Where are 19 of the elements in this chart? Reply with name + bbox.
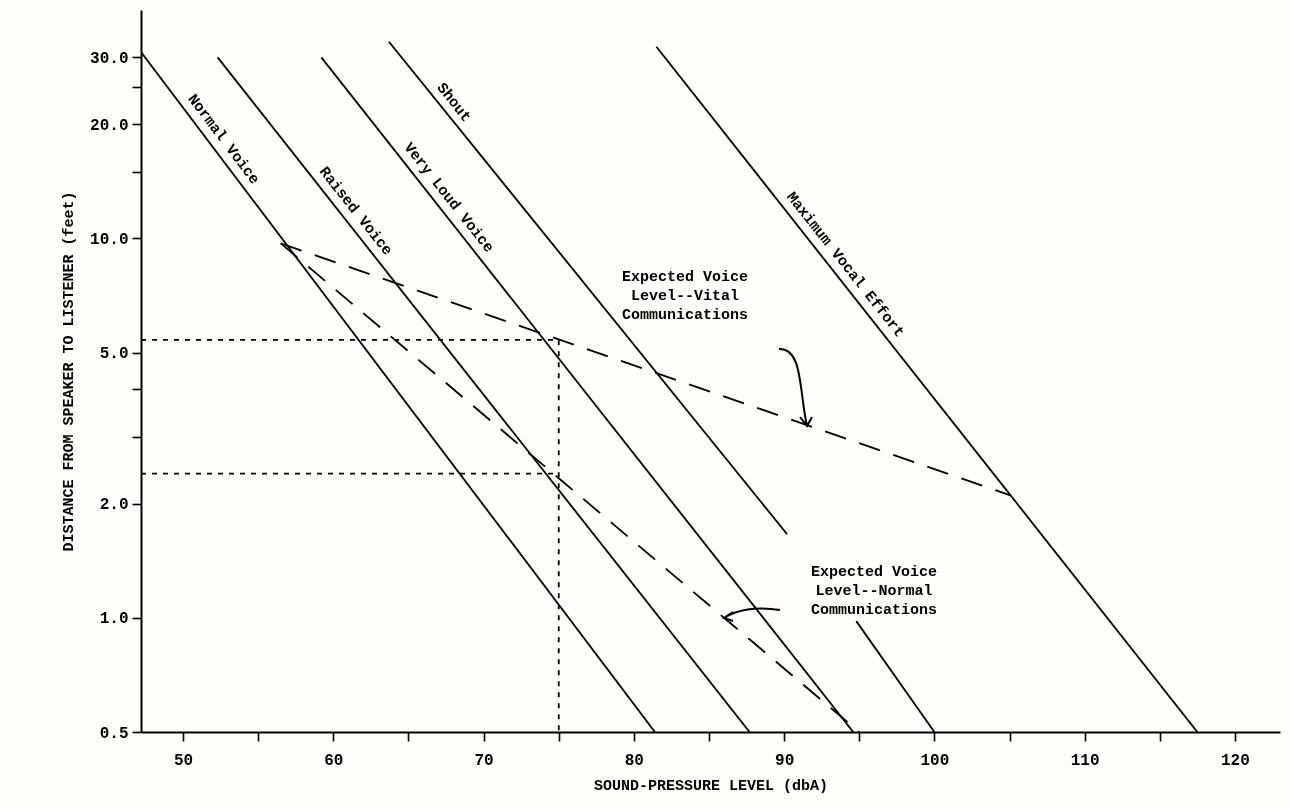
x-tick-label: 50: [173, 751, 194, 770]
y-tick-label: 5.0: [99, 345, 129, 364]
y-tick-label: 2.0: [99, 496, 129, 515]
x-tick-label: 90: [775, 751, 795, 770]
x-tick-label: 60: [324, 751, 344, 770]
y-tick-label: 10.0: [90, 230, 129, 249]
x-tick-label: 70: [474, 751, 494, 770]
annotation: Expected Voice Level--Normal Communications: [810, 564, 938, 619]
y-tick-label: 30.0: [90, 49, 129, 68]
x-tick-label: 110: [1070, 751, 1100, 770]
x-axis-title: SOUND-PRESSURE LEVEL (dbA): [593, 777, 829, 795]
y-tick-label: 1.0: [99, 610, 129, 629]
x-tick-label: 80: [624, 751, 644, 770]
annotation: Expected Voice Level--Vital Communications: [621, 269, 749, 324]
y-tick-label: 0.5: [99, 724, 129, 743]
x-tick-label: 100: [920, 751, 950, 770]
x-tick-label: 120: [1221, 751, 1250, 770]
y-axis-title: DISTANCE FROM SPEAKER TO LISTENER (feet): [61, 191, 79, 552]
y-tick-label: 20.0: [90, 116, 129, 135]
